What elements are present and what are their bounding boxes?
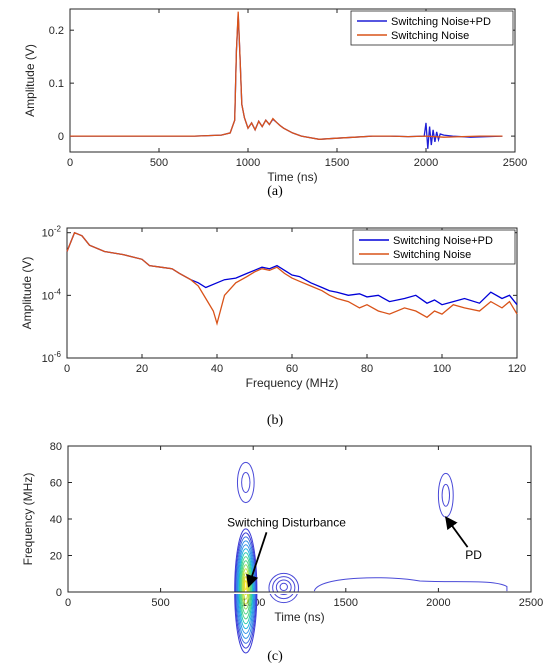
legend-box <box>350 10 514 46</box>
x-tick-label: 40 <box>211 363 223 375</box>
y-tick-label: 10-6 <box>42 350 62 365</box>
x-tick-label: 60 <box>286 363 298 375</box>
x-tick-label: 0 <box>67 157 73 169</box>
x-tick-label: 2000 <box>414 157 438 169</box>
series-line-2 <box>66 231 518 326</box>
x-tick-label: 80 <box>361 363 373 375</box>
y-axis-label: Amplitude (V) <box>20 257 34 330</box>
contour-level <box>238 548 254 630</box>
y-tick-label: 10-2 <box>42 225 62 240</box>
annotation-text: PD <box>465 548 482 562</box>
caption-b: (b) <box>267 413 284 428</box>
contour-level <box>238 552 253 625</box>
x-tick-label: 1000 <box>236 157 260 169</box>
contour-level <box>235 536 256 644</box>
legend-entry: Switching Noise <box>391 30 469 42</box>
contour-band <box>313 577 508 592</box>
y-tick-label: 0.2 <box>49 25 64 37</box>
x-tick-label: 20 <box>136 363 148 375</box>
caption-c: (c) <box>267 649 283 664</box>
contour-level <box>234 532 257 649</box>
x-tick-label: 1500 <box>325 157 349 169</box>
x-tick-label: 100 <box>433 363 451 375</box>
y-tick-label: 10-4 <box>42 287 62 302</box>
contour-level <box>272 576 296 600</box>
x-tick-label: 2500 <box>503 157 527 169</box>
caption-a: (a) <box>267 184 283 199</box>
x-tick-label: 2500 <box>519 597 543 609</box>
contour-level <box>236 540 256 639</box>
legend-entry: Switching Noise+PD <box>393 235 493 247</box>
contour-level <box>268 572 300 604</box>
x-axis-label: Time (ns) <box>274 610 324 624</box>
y-tick-label: 0 <box>58 131 64 143</box>
contour-level <box>441 483 451 507</box>
contour-level <box>237 544 255 634</box>
legend-entry: Switching Noise <box>393 249 471 261</box>
contour-level <box>275 579 292 596</box>
x-tick-label: 1500 <box>334 597 358 609</box>
x-tick-label: 120 <box>508 363 526 375</box>
y-tick-label: 60 <box>50 478 62 490</box>
legend-entry: Switching Noise+PD <box>391 16 491 28</box>
x-tick-label: 0 <box>64 363 70 375</box>
x-axis-label: Frequency (MHz) <box>246 376 339 390</box>
annotation-text: Switching Disturbance <box>227 515 346 529</box>
chart-a: 0 500 1000 1500 2000 2500 0 0.1 0.2 Time (ns) Ampl… <box>23 8 527 184</box>
y-tick-label: 80 <box>50 441 62 453</box>
contour-level <box>279 582 288 592</box>
series-line-2 <box>70 11 503 140</box>
chart-b: 0 20 40 60 80 100 120 10-6 10-4 10-2 Frequency (MH… <box>20 225 526 390</box>
x-tick-label: 500 <box>151 597 169 609</box>
y-tick-label: 20 <box>50 551 62 563</box>
contour-level <box>241 471 251 494</box>
legend-box <box>352 229 516 265</box>
annotation-arrow <box>445 516 469 548</box>
contour-level <box>236 461 255 504</box>
plot-mask <box>68 592 531 594</box>
y-tick-label: 40 <box>50 514 62 526</box>
contour-level <box>234 528 258 654</box>
y-axis-label: Frequency (MHz) <box>21 473 35 566</box>
y-tick-label: 0 <box>56 587 62 599</box>
x-axis-label: Time (ns) <box>267 170 317 184</box>
x-tick-label: 2000 <box>426 597 450 609</box>
y-axis-label: Amplitude (V) <box>23 44 37 117</box>
x-tick-label: 0 <box>65 597 71 609</box>
annotation-arrow <box>246 532 268 588</box>
x-tick-label: 500 <box>150 157 168 169</box>
y-tick-label: 0.1 <box>49 78 64 90</box>
contour-level <box>239 556 252 620</box>
